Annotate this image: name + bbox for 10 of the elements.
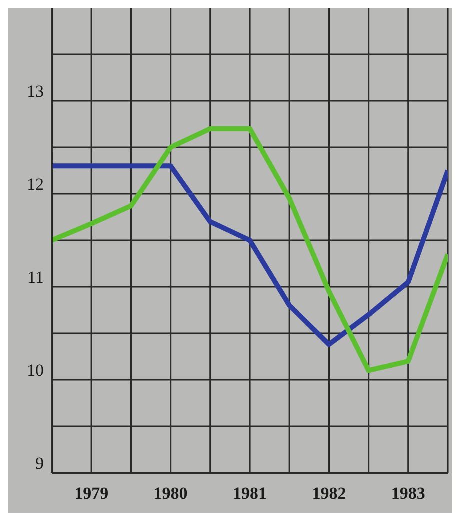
y-tick-label: 11 <box>28 268 44 288</box>
y-tick-label: 12 <box>27 175 44 194</box>
x-tick-label: 1983 <box>391 484 426 504</box>
y-tick-label: 13 <box>27 82 44 102</box>
x-tick-label: 1982 <box>312 484 346 504</box>
x-tick-label: 1979 <box>74 484 109 504</box>
y-tick-label: 10 <box>27 361 44 380</box>
y-tick-label: 9 <box>36 454 44 474</box>
x-tick-label: 1981 <box>233 484 267 504</box>
x-tick-label: 1980 <box>154 484 188 504</box>
